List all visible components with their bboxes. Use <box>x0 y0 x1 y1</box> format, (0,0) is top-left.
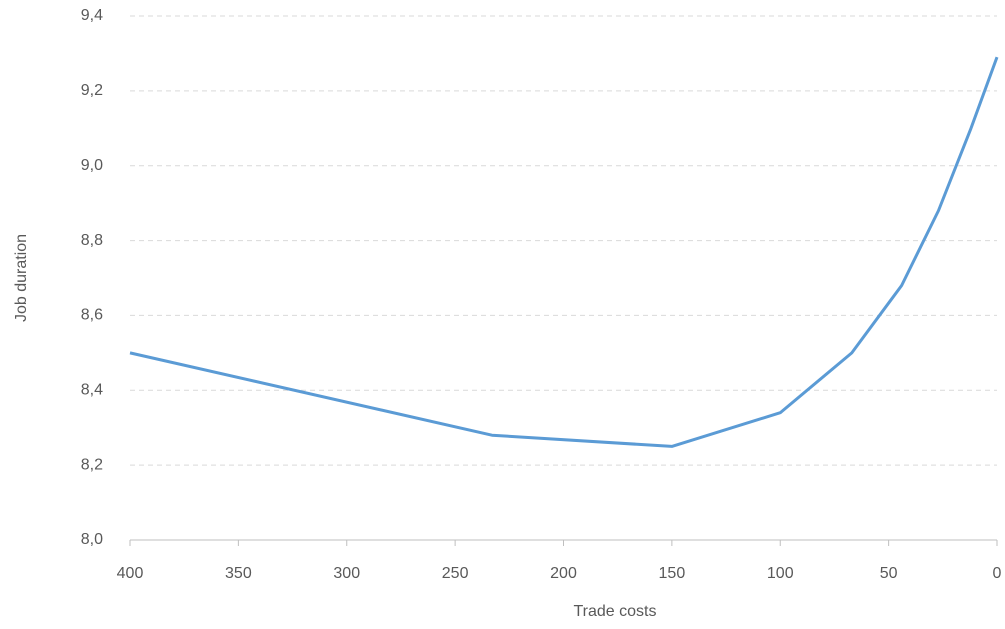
y-tick-label: 9,2 <box>81 82 103 99</box>
y-tick-label: 8,0 <box>81 531 103 548</box>
x-tick-label: 100 <box>767 565 794 582</box>
x-tick-label: 200 <box>550 565 577 582</box>
y-tick-label: 9,4 <box>81 7 103 24</box>
y-axis-label: Job duration <box>13 234 30 322</box>
x-tick-label: 250 <box>442 565 469 582</box>
x-tick-label: 50 <box>880 565 898 582</box>
y-tick-label: 8,4 <box>81 382 103 399</box>
x-tick-label: 350 <box>225 565 252 582</box>
x-tick-label: 150 <box>659 565 686 582</box>
y-tick-label: 9,0 <box>81 157 103 174</box>
x-tick-label: 0 <box>993 565 1002 582</box>
y-tick-label: 8,8 <box>81 232 103 249</box>
y-tick-label: 8,2 <box>81 456 103 473</box>
data-line <box>129 56 999 448</box>
x-tick-label: 400 <box>117 565 144 582</box>
y-tick-label: 8,6 <box>81 307 103 324</box>
x-tick-label: 300 <box>333 565 360 582</box>
x-axis-label: Trade costs <box>574 603 657 620</box>
